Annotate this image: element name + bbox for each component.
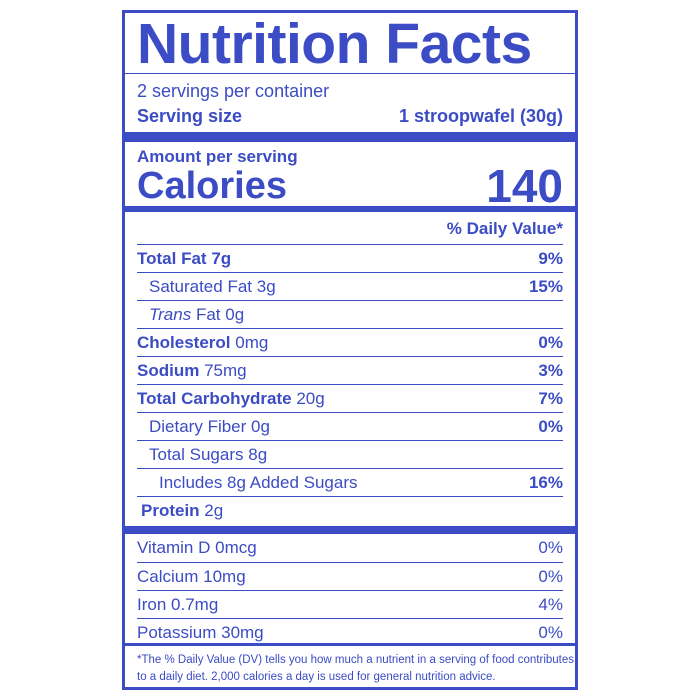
nutrient-dv: 16% xyxy=(528,473,563,492)
vitamin-row: Calcium 10mg 0% xyxy=(137,562,563,590)
calories-value: 140 xyxy=(486,160,563,212)
vitamin-dv: 0% xyxy=(538,623,563,642)
nutrient-amount: 8g xyxy=(248,445,268,464)
nutrient-name: Protein xyxy=(141,501,200,520)
amount-per-serving: Amount per serving xyxy=(137,147,298,166)
footnote-line: to a daily diet. 2,000 calories a day is… xyxy=(137,671,496,683)
footnote: *The % Daily Value (DV) tells you how mu… xyxy=(125,646,575,686)
vitamin-name: Potassium xyxy=(137,623,217,642)
thick-rule xyxy=(125,132,575,142)
nutrition-label: Nutrition Facts 2 servings per container… xyxy=(122,10,578,690)
nutrient-row: Trans Fat 0g xyxy=(137,300,563,328)
nutrient-dv: 7% xyxy=(538,389,563,408)
nutrient-row: Cholesterol 0mg 0% xyxy=(137,328,563,356)
medium-rule xyxy=(125,206,575,212)
vitamin-dv: 0% xyxy=(538,567,563,586)
serving-size: Serving size 1 stroopwafel (30g) xyxy=(125,104,575,128)
nutrient-row: Total Fat 7g 9% xyxy=(137,244,563,272)
nutrient-row: Total Sugars 8g xyxy=(137,440,563,468)
vitamin-name: Calcium xyxy=(137,567,199,586)
vitamin-amount: 10mg xyxy=(203,567,246,586)
nutrient-amount: 2g xyxy=(204,501,224,520)
serving-size-value: 1 stroopwafel (30g) xyxy=(398,106,563,126)
nutrient-amount: 3g xyxy=(256,277,276,296)
vitamin-row: Potassium 30mg 0% xyxy=(137,618,563,646)
nutrient-row: Protein 2g xyxy=(137,496,563,524)
vitamin-name: Vitamin D xyxy=(137,538,211,557)
nutrient-row: Sodium 75mg 3% xyxy=(137,356,563,384)
nutrient-row: Total Carbohydrate 20g 7% xyxy=(137,384,563,412)
thick-rule xyxy=(125,526,575,534)
vitamin-dv: 4% xyxy=(538,595,563,614)
nutrient-amount: 20g xyxy=(296,389,325,408)
nutrient-row: Includes 8g Added Sugars 16% xyxy=(137,468,563,496)
footnote-line: *The % Daily Value (DV) tells you how mu… xyxy=(137,654,574,666)
nutrient-name: Total Fat xyxy=(137,249,207,268)
nutrient-row: Dietary Fiber 0g 0% xyxy=(137,412,563,440)
daily-value-header: % Daily Value* xyxy=(446,219,563,238)
nutrient-amount: 75mg xyxy=(204,361,247,380)
nutrient-dv: 0% xyxy=(538,333,563,352)
nutrient-amount: 7g xyxy=(211,249,232,268)
nutrient-dv: 0% xyxy=(538,417,563,436)
calories-label: Calories xyxy=(137,164,287,207)
nutrient-name: Fat xyxy=(195,305,221,324)
vitamin-amount: 30mg xyxy=(221,623,264,642)
nutrient-name-italic: Trans xyxy=(149,305,192,324)
rule xyxy=(125,73,575,74)
nutrient-dv: 9% xyxy=(538,249,563,268)
servings: 2 servings per container xyxy=(137,81,330,101)
vitamin-amount: 0.7mg xyxy=(171,595,219,614)
serving-size-label: Serving size xyxy=(137,106,243,126)
nutrient-row: Saturated Fat 3g 15% xyxy=(137,272,563,300)
vitamin-amount: 0mcg xyxy=(215,538,257,557)
nutrient-amount: 0g xyxy=(225,305,245,324)
nutrient-name: Sodium xyxy=(137,361,200,380)
vitamin-dv: 0% xyxy=(538,538,563,557)
nutrient-dv: 3% xyxy=(538,361,563,380)
nutrient-name: Total Sugars xyxy=(149,445,244,464)
rule xyxy=(125,643,575,646)
nutrient-amount: 0mg xyxy=(235,333,269,352)
calories: Calories 140 xyxy=(125,160,575,212)
title: Nutrition Facts xyxy=(137,12,532,76)
vitamin-name: Iron xyxy=(137,595,167,614)
nutrient-name: Cholesterol xyxy=(137,333,231,352)
nutrient-name: Dietary Fiber xyxy=(149,417,247,436)
nutrient-dv: 15% xyxy=(528,277,563,296)
vitamin-row: Vitamin D 0mcg 0% xyxy=(137,534,563,562)
nutrient-name: Includes 8g Added Sugars xyxy=(159,473,358,492)
vitamin-row: Iron 0.7mg 4% xyxy=(137,590,563,618)
nutrient-name: Saturated Fat xyxy=(149,277,253,296)
nutrient-amount: 0g xyxy=(251,417,270,436)
nutrient-name: Total Carbohydrate xyxy=(137,389,292,408)
